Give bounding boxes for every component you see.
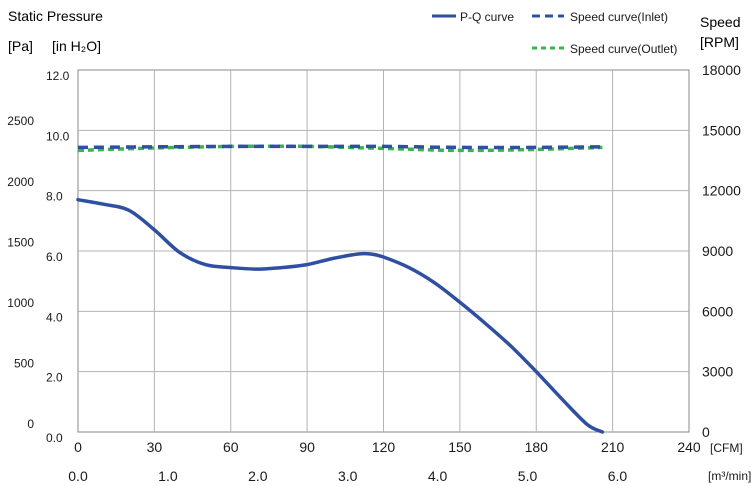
tick-label-rpm-1: 3000 bbox=[702, 364, 733, 380]
tick-label-cfm-8: 240 bbox=[677, 439, 701, 455]
tick-label-pa-0: 0 bbox=[27, 417, 34, 431]
tick-label-inh2o-3: 6.0 bbox=[46, 250, 63, 264]
tick-label-pa-2: 1000 bbox=[7, 296, 34, 310]
tick-label-rpm-3: 9000 bbox=[702, 243, 733, 259]
tick-label-m3min-6: 6.0 bbox=[608, 468, 628, 484]
plot-area bbox=[76, 69, 690, 434]
tick-label-inh2o-1: 2.0 bbox=[46, 371, 63, 385]
tick-label-rpm-4: 12000 bbox=[702, 183, 741, 199]
tick-label-m3min-3: 3.0 bbox=[338, 468, 358, 484]
series-line-speed-curve-inlet- bbox=[77, 144, 603, 150]
inh2o-unit-label: [in H₂O] bbox=[52, 38, 101, 54]
tick-label-inh2o-4: 8.0 bbox=[46, 190, 63, 204]
tick-label-inh2o-0: 0.0 bbox=[46, 431, 63, 445]
tick-label-cfm-2: 60 bbox=[223, 439, 239, 455]
tick-label-cfm-3: 90 bbox=[299, 439, 315, 455]
tick-label-pa-3: 1500 bbox=[7, 235, 34, 249]
right-axis-title: Speed bbox=[700, 14, 740, 30]
tick-label-inh2o-6: 12.0 bbox=[46, 69, 70, 83]
tick-label-m3min-0: 0.0 bbox=[68, 468, 88, 484]
tick-label-m3min-4: 4.0 bbox=[428, 468, 448, 484]
tick-label-cfm-4: 120 bbox=[372, 439, 396, 455]
tick-label-pa-4: 2000 bbox=[7, 175, 34, 189]
tick-label-cfm-0: 0 bbox=[74, 439, 82, 455]
chart-title: Static Pressure bbox=[8, 8, 103, 24]
tick-label-cfm-7: 210 bbox=[601, 439, 625, 455]
tick-label-m3min-5: 5.0 bbox=[518, 468, 538, 484]
tick-label-inh2o-5: 10.0 bbox=[46, 129, 70, 143]
tick-label-cfm-5: 150 bbox=[448, 439, 472, 455]
legend-label-inlet: Speed curve(Inlet) bbox=[570, 10, 668, 24]
legend-label-outlet: Speed curve(Outlet) bbox=[570, 42, 677, 56]
legend-label-pq: P-Q curve bbox=[460, 10, 514, 24]
gridlines bbox=[78, 70, 689, 432]
tick-label-pa-1: 500 bbox=[14, 356, 34, 370]
tick-label-rpm-6: 18000 bbox=[702, 62, 741, 78]
tick-label-inh2o-2: 4.0 bbox=[46, 310, 63, 324]
tick-label-rpm-2: 6000 bbox=[702, 303, 733, 319]
right-axis-unit: [RPM] bbox=[700, 34, 739, 50]
tick-label-cfm-1: 30 bbox=[147, 439, 163, 455]
axis-ticks: 0 30 60 90 120 150 180 210 240 0.0 2.0 4.0 6.0 8.0 10.… bbox=[7, 62, 741, 484]
series-line-p-q-curve bbox=[76, 197, 605, 434]
pa-unit-label: [Pa] bbox=[8, 38, 33, 54]
tick-label-m3min-1: 1.0 bbox=[158, 468, 178, 484]
x-unit-cfm: [CFM] bbox=[710, 441, 743, 455]
legend: P-Q curve Speed curve(Inlet) Speed curve… bbox=[432, 10, 677, 56]
tick-label-rpm-5: 15000 bbox=[702, 122, 741, 138]
x-unit-m3min: [m³/min] bbox=[708, 469, 751, 483]
tick-label-pa-5: 2500 bbox=[7, 114, 34, 128]
tick-label-cfm-6: 180 bbox=[525, 439, 549, 455]
series-lines bbox=[76, 144, 605, 434]
tick-label-rpm-0: 0 bbox=[702, 424, 710, 440]
tick-label-m3min-2: 2.0 bbox=[248, 468, 268, 484]
